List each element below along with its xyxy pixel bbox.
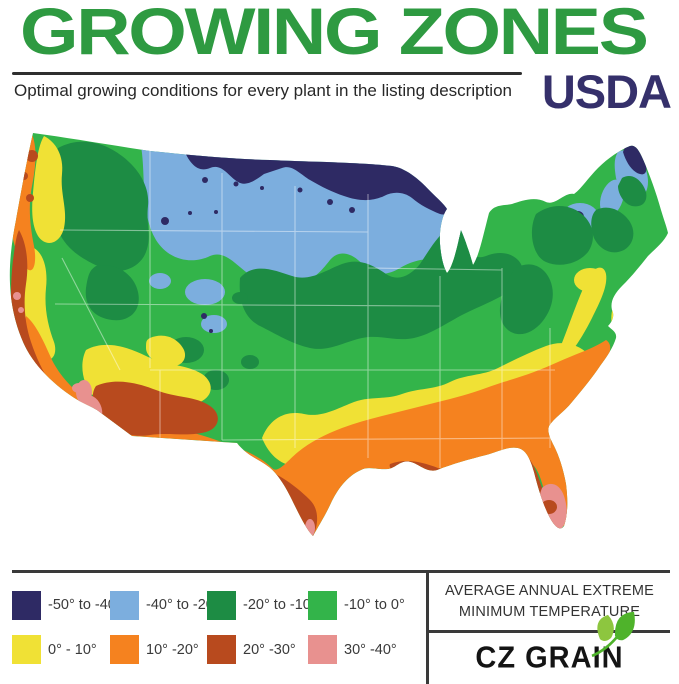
legend-title-line1: AVERAGE ANNUAL EXTREME: [444, 583, 655, 599]
zone-swatch: [207, 590, 236, 620]
usda-label: USDA: [541, 65, 672, 118]
legend-item: 10° -20°: [110, 635, 207, 665]
usda-zones-map: [0, 118, 679, 570]
legend-item: -40° to -20°: [110, 590, 220, 620]
brand-area: CZ GRAIN: [429, 611, 670, 684]
zone-swatch: [12, 590, 41, 620]
legend-title: AVERAGE ANNUAL EXTREME MINIMUM TEMPERATU…: [429, 573, 670, 634]
legend-label: -10° to 0°: [344, 597, 405, 614]
header: GROWING ZONES Optimal growing conditions…: [0, 0, 679, 118]
zone-swatch: [308, 590, 337, 620]
zone-swatch: [12, 635, 41, 665]
brand-name: CZ GRAIN: [475, 641, 624, 675]
legend-item: -10° to 0°: [308, 590, 405, 620]
info-panel: AVERAGE ANNUAL EXTREME MINIMUM TEMPERATU…: [426, 573, 670, 684]
legend-item: -50° to -40°: [12, 590, 122, 620]
legend-item: 0° - 10°: [12, 635, 110, 665]
footer-panel: -50° to -40° -40° to -20° -20° to -10° -…: [12, 570, 670, 684]
zone-swatch: [110, 590, 139, 620]
legend-item: 30° -40°: [308, 635, 402, 665]
zone-20-30-florida-core: [541, 500, 557, 514]
legend-label: 0° - 10°: [48, 641, 97, 658]
zone-swatch: [308, 635, 337, 665]
zone-legend: -50° to -40° -40° to -20° -20° to -10° -…: [12, 573, 426, 684]
sprout-leaves-icon: [591, 611, 635, 658]
legend-label: 10° -20°: [146, 641, 199, 658]
legend-item: -20° to -10°: [207, 590, 317, 620]
legend-item: 20° -30°: [207, 635, 308, 665]
title-underline: [12, 72, 522, 75]
brand-logo: CZ GRAIN: [475, 611, 635, 676]
legend-label: 20° -30°: [243, 641, 296, 658]
legend-label: -40° to -20°: [146, 597, 220, 614]
page-title: GROWING ZONES: [20, 0, 649, 68]
zone-swatch: [110, 635, 139, 665]
legend-label: -20° to -10°: [243, 597, 317, 614]
legend-label: -50° to -40°: [48, 597, 122, 614]
subtitle: Optimal growing conditions for every pla…: [14, 81, 512, 100]
legend-title-line2: MINIMUM TEMPERATURE: [458, 604, 641, 621]
legend-label: 30° -40°: [344, 641, 397, 658]
zone-swatch: [207, 635, 236, 665]
state-border-lines: [54, 136, 561, 468]
